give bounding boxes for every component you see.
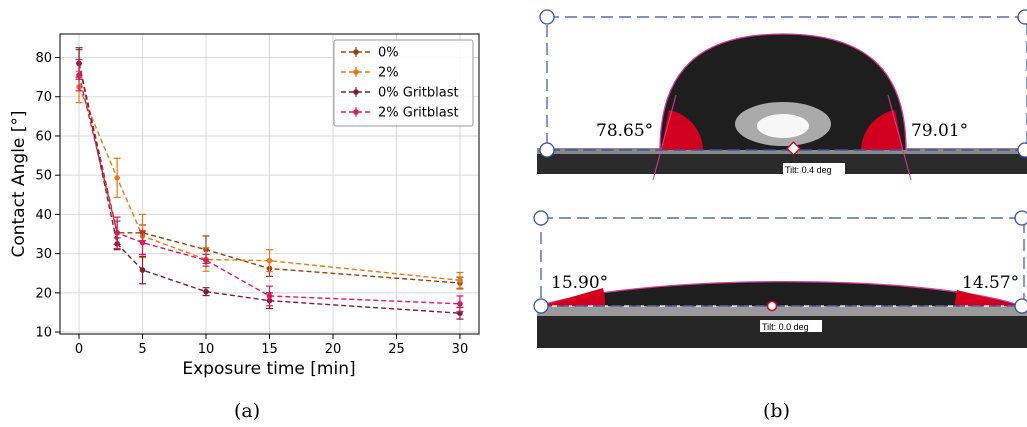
droplet-image-low-angle: 15.90° 14.57° Tilt: 0.0 deg (533, 200, 1027, 348)
series-line (78, 63, 461, 284)
data-point (457, 301, 463, 307)
top-tilt-label: Tilt: 0.4 deg (785, 165, 832, 175)
legend-swatch-marker (353, 69, 359, 75)
legend-swatch-marker (353, 109, 359, 115)
droplet-images-panel: 78.65° 79.01° Tilt: 0.4 deg 15.90° 14.57… (533, 0, 1027, 348)
data-point (114, 175, 120, 181)
bottom-left-angle-label: 15.90° (551, 273, 608, 293)
substrate-highlight (537, 148, 1027, 154)
bottom-right-angle-label: 14.57° (962, 273, 1019, 293)
angle-wedge-left (661, 110, 703, 150)
center-marker[interactable] (786, 141, 801, 156)
angle-wedge-right (955, 290, 1020, 306)
y-axis-label: Contact Angle [°] (9, 110, 29, 257)
series-3 (75, 58, 464, 313)
legend-label: 2% (378, 66, 399, 81)
y-tick-label: 10 (35, 326, 52, 341)
data-point (203, 257, 209, 264)
legend-label: 0% (378, 46, 399, 61)
droplet-outline (659, 33, 907, 151)
tilt-label-bg (760, 320, 822, 332)
data-point (139, 239, 146, 246)
contact-angle-chart: 0 5 10 15 20 25 30 10 20 30 40 50 60 70 80 Exposure ti… (9, 33, 480, 379)
legend-entry: 2% (341, 66, 399, 81)
series-layer (75, 47, 464, 320)
data-point (114, 230, 120, 236)
y-tick-label: 20 (35, 286, 52, 301)
roi-handle-top-right[interactable] (1017, 9, 1027, 25)
y-tick-label: 40 (35, 208, 52, 223)
droplet-body (538, 281, 1022, 306)
series-line (78, 63, 461, 314)
roi-handle-top-left[interactable] (533, 210, 549, 226)
legend-entry: 2% Gritblast (341, 106, 459, 121)
legend-swatch-marker (353, 89, 359, 95)
y-tick-label: 50 (35, 169, 52, 184)
roi-handle-bottom-right[interactable] (1017, 142, 1027, 158)
x-tick-label: 15 (261, 342, 278, 357)
tangent-left (652, 94, 677, 181)
tick-layer: 0 5 10 15 20 25 30 10 20 30 40 50 60 70 80 (35, 51, 468, 357)
data-point (76, 72, 82, 78)
droplet-image-high-angle: 78.65° 79.01° Tilt: 0.4 deg (537, 0, 1027, 181)
tangent-right (887, 94, 912, 181)
droplet-reflection-core (757, 114, 809, 138)
tilt-label-bg (783, 163, 845, 175)
substrate-highlight (537, 306, 1027, 316)
roi-box (540, 217, 1025, 307)
caption-b: (b) (763, 400, 790, 422)
data-point (266, 293, 273, 299)
series-line (78, 86, 461, 281)
top-right-angle-label: 79.01° (911, 121, 968, 141)
roi-handle-top-left[interactable] (539, 9, 555, 25)
top-left-angle-label: 78.65° (596, 121, 653, 141)
roi-handle-bottom-left[interactable] (533, 298, 549, 314)
data-point (266, 257, 273, 264)
x-tick-label: 30 (452, 342, 469, 357)
data-point (457, 277, 463, 284)
angle-wedge-right (861, 110, 903, 150)
legend: 0% 2% 0% Gritblast 2% Gritblast (333, 39, 474, 127)
center-marker[interactable] (766, 300, 778, 312)
legend-box (333, 39, 474, 127)
data-point (139, 267, 146, 273)
roi-handle-bottom-left[interactable] (539, 142, 555, 158)
y-tick-label: 30 (35, 247, 52, 262)
y-tick-label: 80 (35, 51, 52, 66)
data-point (203, 288, 209, 295)
legend-entry: 0% (341, 46, 399, 61)
bottom-tilt-label: Tilt: 0.0 deg (762, 322, 809, 332)
droplet-body (660, 34, 906, 150)
x-tick-label: 20 (325, 342, 342, 357)
x-tick-label: 0 (75, 342, 83, 357)
y-tick-label: 60 (35, 129, 52, 144)
caption-a: (a) (234, 400, 261, 422)
legend-label: 2% Gritblast (378, 106, 459, 121)
legend-swatch-marker (353, 49, 359, 55)
x-tick-label: 25 (388, 342, 405, 357)
roi-handle-top-right[interactable] (1014, 210, 1027, 226)
legend-label: 0% Gritblast (378, 86, 459, 101)
angle-wedge-left (540, 288, 606, 306)
legend-entry: 0% Gritblast (341, 86, 459, 101)
x-axis-label: Exposure time [min] (182, 359, 355, 379)
x-tick-label: 10 (198, 342, 215, 357)
roi-handle-bottom-right[interactable] (1014, 298, 1027, 314)
x-tick-label: 5 (138, 342, 146, 357)
y-tick-label: 70 (35, 90, 52, 105)
